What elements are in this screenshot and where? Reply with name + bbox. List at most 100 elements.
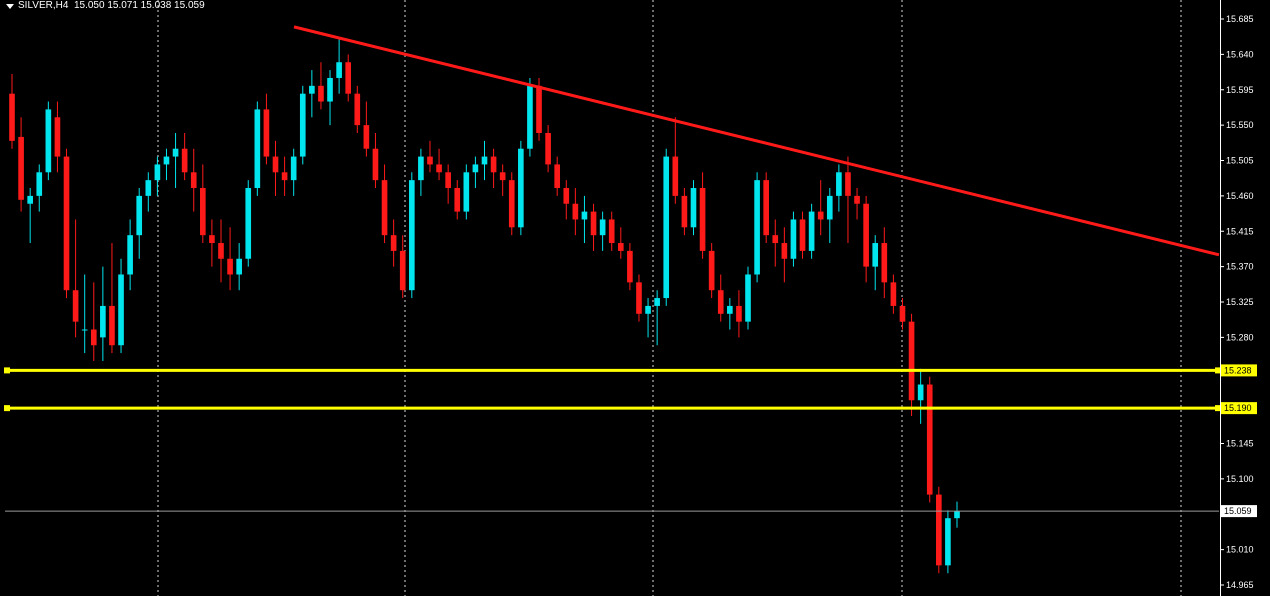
bull-candle — [945, 510, 951, 574]
bear-candle — [636, 274, 642, 322]
candle-body — [36, 172, 43, 196]
bull-candle — [172, 132, 179, 189]
bull-candle — [163, 148, 170, 181]
objects-layer — [4, 25, 1221, 512]
candle-body — [445, 172, 451, 189]
price-tick-label: 15.145 — [1226, 439, 1254, 449]
bear-candle — [190, 148, 197, 212]
candle-body — [363, 125, 370, 149]
bull-candle — [100, 266, 106, 361]
candle-body — [518, 148, 524, 228]
bear-candle — [717, 274, 724, 322]
bear-candle — [908, 313, 915, 416]
price-tick-label: 15.550 — [1226, 120, 1254, 130]
price-tag-label: 15.190 — [1224, 403, 1252, 413]
candle-body — [490, 156, 497, 173]
candle-body — [45, 109, 52, 173]
candle-body — [227, 258, 233, 275]
bear-candle — [854, 188, 860, 220]
chart-menu-arrow-icon[interactable] — [6, 3, 14, 9]
candle-body — [399, 250, 406, 291]
bull-candle — [663, 148, 670, 306]
candle-body — [299, 93, 306, 157]
candle-body — [309, 85, 315, 94]
bear-candle — [72, 219, 79, 338]
bull-candle — [654, 290, 660, 346]
candle-body — [481, 156, 488, 165]
candle-body — [627, 250, 633, 283]
candle-body — [608, 219, 615, 244]
bear-candle — [272, 140, 279, 196]
bear-candle — [545, 125, 551, 173]
candle-body — [736, 305, 742, 322]
bull-candle — [136, 188, 143, 259]
bear-candle — [781, 227, 788, 283]
candle-body — [54, 117, 61, 157]
candle-body — [200, 188, 206, 236]
price-tag-label: 15.238 — [1224, 365, 1252, 375]
candle-body — [18, 136, 24, 200]
candle-body — [318, 85, 324, 102]
price-tick-label: 15.010 — [1226, 545, 1254, 555]
candle-body — [727, 305, 733, 314]
candle-body — [209, 235, 215, 244]
candle-body — [154, 164, 161, 181]
candle-body — [63, 156, 70, 291]
bull-candle — [954, 501, 960, 528]
bull-candle — [790, 211, 797, 267]
candle-body — [836, 172, 842, 196]
candle-body — [745, 274, 751, 322]
candle-body — [708, 250, 715, 291]
bear-candle — [427, 140, 433, 173]
bull-candle — [45, 101, 52, 181]
candle-body — [645, 305, 651, 314]
bull-candle — [254, 101, 261, 196]
bear-candle — [772, 219, 779, 267]
bear-candle — [563, 180, 570, 220]
candle-body — [863, 203, 869, 267]
bear-candle — [890, 274, 897, 314]
bear-candle — [681, 188, 688, 236]
bull-candle — [581, 195, 588, 244]
bear-candle — [18, 117, 24, 212]
bull-candle — [463, 164, 470, 220]
candle-body — [917, 384, 924, 401]
price-tag-label: 15.059 — [1224, 506, 1252, 516]
bull-candle — [481, 140, 488, 181]
bull-candle — [145, 172, 152, 212]
bear-candle — [936, 486, 942, 574]
bear-candle — [218, 219, 224, 283]
candle-body — [808, 211, 815, 251]
bull-candle — [327, 70, 333, 126]
bull-candle — [27, 188, 33, 244]
candle-body — [508, 180, 515, 228]
candle-body — [654, 298, 660, 306]
bear-candle — [390, 219, 397, 267]
bull-candle — [826, 188, 833, 244]
candle-body — [127, 235, 133, 275]
bear-candle — [672, 117, 679, 204]
price-tick-label: 15.685 — [1226, 14, 1254, 24]
candle-body — [599, 219, 606, 236]
symbol-timeframe: SILVER,H4 — [18, 0, 69, 11]
candle-body — [245, 188, 252, 259]
candle-body — [272, 156, 279, 173]
support-2-price-tag: 15.190 — [1221, 402, 1257, 415]
bear-candle — [263, 93, 270, 165]
bull-candle — [917, 368, 924, 424]
bear-candle — [899, 298, 906, 330]
bull-candle — [472, 156, 479, 189]
candle-body — [72, 290, 79, 322]
bear-candle — [372, 132, 379, 189]
support-1-price-tag: 15.238 — [1221, 364, 1257, 377]
bear-candle — [699, 172, 706, 259]
bear-candle — [817, 180, 824, 236]
candle-body — [663, 156, 670, 299]
candle-body — [690, 188, 697, 228]
candle-body — [163, 156, 170, 165]
bear-candle — [345, 54, 352, 102]
bull-candle — [236, 243, 242, 291]
bear-candle — [554, 156, 561, 196]
